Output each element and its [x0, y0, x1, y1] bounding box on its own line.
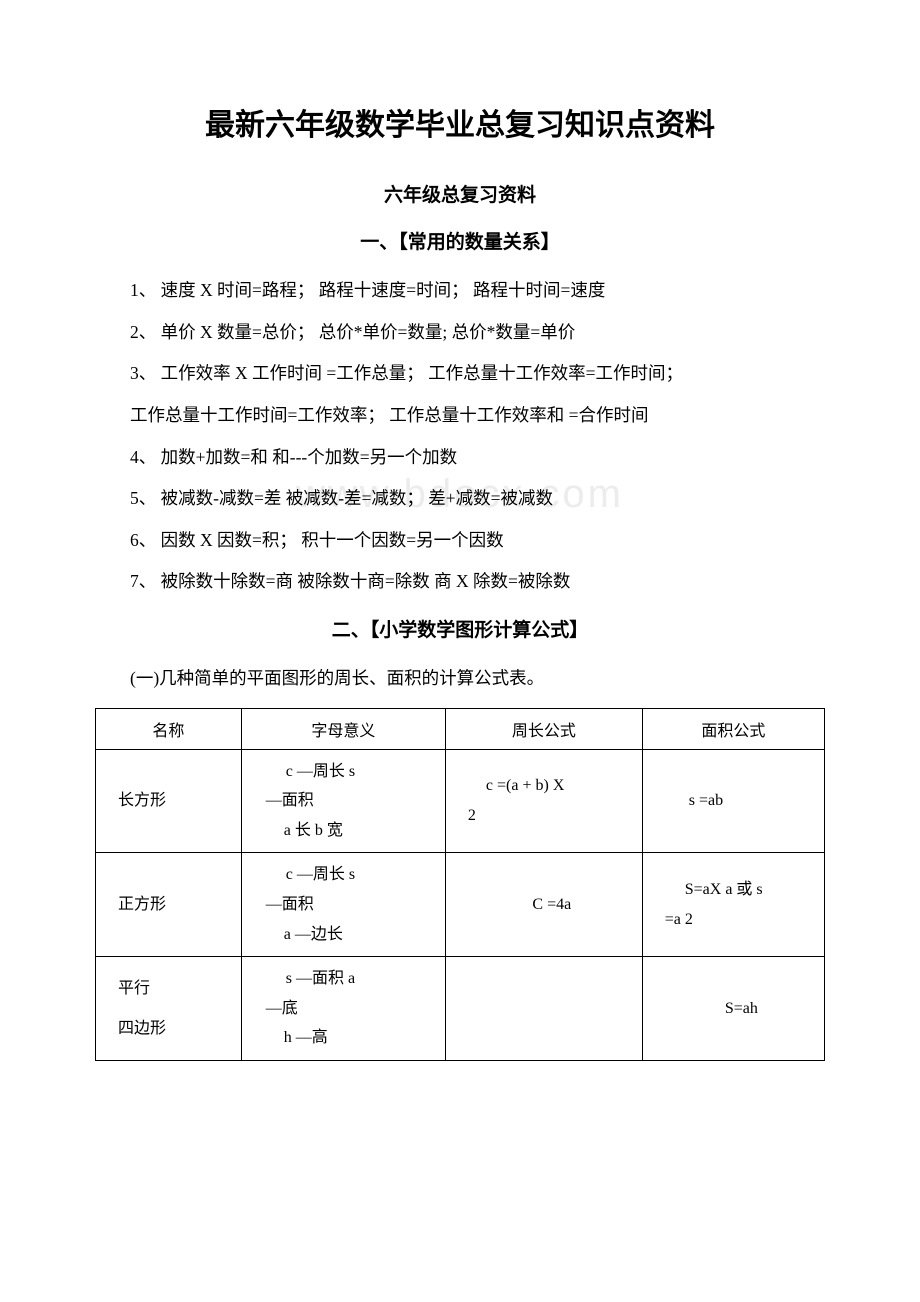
table-cell-area: S=ah: [642, 957, 824, 1061]
table-cell-meaning: c —周长 s —面积 a —边长: [241, 853, 445, 957]
cell-text: =a 2: [665, 905, 818, 935]
cell-text: S=aX a 或 s: [665, 875, 818, 905]
cell-text: 平行: [118, 974, 235, 1004]
cell-text: 正方形: [118, 896, 166, 913]
table-header-row: 名称 字母意义 周长公式 面积公式: [96, 708, 825, 749]
body-line: 2、 单价 X 数量=总价； 总价*单价=数量; 总价*数量=单价: [95, 314, 825, 352]
body-line: 6、 因数 X 因数=积； 积十一个因数=另一个因数: [95, 522, 825, 560]
sub-title: 六年级总复习资料: [95, 180, 825, 207]
cell-text: c —周长 s: [266, 860, 439, 890]
cell-text: S=ah: [665, 994, 818, 1024]
table-cell-meaning: c —周长 s —面积 a 长 b 宽: [241, 749, 445, 853]
formula-table: 名称 字母意义 周长公式 面积公式 长方形 c —周长 s —面积 a 长 b …: [95, 708, 825, 1061]
section-2-heading: 二、【小学数学图形计算公式】: [95, 615, 825, 642]
section-1-heading: 一、【常用的数量关系】: [95, 227, 825, 254]
table-row: 平行 四边形 s —面积 a —底 h —高 S=ah: [96, 957, 825, 1061]
cell-text: —底: [266, 994, 439, 1024]
cell-text: c =(a + b) X: [468, 771, 636, 801]
body-line: 4、 加数+加数=和 和---个加数=另一个加数: [95, 439, 825, 477]
cell-text: —面积: [266, 890, 439, 920]
main-title: 最新六年级数学毕业总复习知识点资料: [95, 100, 825, 144]
table-cell-name: 正方形: [96, 853, 242, 957]
cell-text: s =ab: [665, 786, 818, 816]
table-cell-perimeter: C =4a: [445, 853, 642, 957]
cell-text: a —边长: [266, 920, 439, 950]
table-header-cell: 面积公式: [642, 708, 824, 749]
cell-text: —面积: [266, 786, 439, 816]
cell-text: s —面积 a: [266, 964, 439, 994]
table-header-cell: 字母意义: [241, 708, 445, 749]
cell-text: 长方形: [118, 792, 166, 809]
cell-text: C =4a: [468, 890, 636, 920]
body-line: 7、 被除数十除数=商 被除数十商=除数 商 X 除数=被除数: [95, 563, 825, 601]
table-row: 正方形 c —周长 s —面积 a —边长 C =4a S=aX a 或 s =…: [96, 853, 825, 957]
table-cell-name: 长方形: [96, 749, 242, 853]
body-line: 5、 被减数-减数=差 被减数-差=减数； 差+减数=被减数: [95, 480, 825, 518]
body-line: 1、 速度 X 时间=路程； 路程十速度=时间； 路程十时间=速度: [95, 272, 825, 310]
body-line: 工作总量十工作时间=工作效率； 工作总量十工作效率和 =合作时间: [95, 397, 825, 435]
section-2-intro: (一)几种简单的平面图形的周长、面积的计算公式表。: [95, 660, 825, 698]
table-cell-area: S=aX a 或 s =a 2: [642, 853, 824, 957]
cell-text: 四边形: [118, 1014, 235, 1044]
cell-text: a 长 b 宽: [266, 816, 439, 846]
cell-text: h —高: [266, 1023, 439, 1053]
body-line: 3、 工作效率 X 工作时间 =工作总量； 工作总量十工作效率=工作时间；: [95, 355, 825, 393]
cell-text: c —周长 s: [266, 757, 439, 787]
table-row: 长方形 c —周长 s —面积 a 长 b 宽 c =(a + b) X 2 s…: [96, 749, 825, 853]
table-header-cell: 名称: [96, 708, 242, 749]
cell-text: 2: [468, 801, 636, 831]
table-cell-area: s =ab: [642, 749, 824, 853]
table-cell-perimeter: [445, 957, 642, 1061]
table-cell-perimeter: c =(a + b) X 2: [445, 749, 642, 853]
table-cell-meaning: s —面积 a —底 h —高: [241, 957, 445, 1061]
table-header-cell: 周长公式: [445, 708, 642, 749]
table-cell-name: 平行 四边形: [96, 957, 242, 1061]
